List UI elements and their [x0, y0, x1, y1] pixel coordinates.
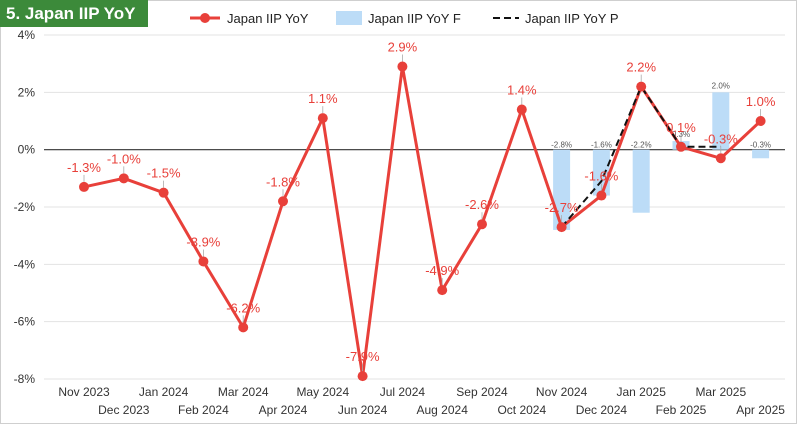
forecast-data-label: 2.0% [712, 81, 730, 90]
x-tick-label: Dec 2023 [98, 403, 150, 417]
data-label: -6.2% [226, 300, 260, 315]
data-label: 2.9% [388, 40, 418, 55]
data-point [437, 285, 448, 296]
data-point [516, 104, 527, 115]
forecast-bar [632, 149, 650, 213]
y-tick-label: 2% [18, 85, 36, 99]
y-tick-label: -6% [14, 315, 36, 329]
data-point [715, 153, 726, 164]
y-tick-label: -2% [14, 200, 36, 214]
data-label: -0.3% [704, 131, 738, 146]
data-label: -1.8% [266, 174, 300, 189]
legend-marker-actual [200, 13, 210, 23]
data-point [158, 187, 169, 198]
data-point [636, 81, 647, 92]
forecast-data-label: 0.3% [672, 130, 690, 139]
legend-swatch-forecast [336, 11, 362, 25]
x-tick-label: Mar 2024 [218, 385, 269, 399]
forecast-bar [752, 149, 770, 159]
data-point [278, 196, 288, 207]
data-label: 1.4% [507, 83, 537, 98]
x-tick-label: Feb 2025 [656, 403, 707, 417]
data-point [755, 116, 766, 126]
x-tick-label: Mar 2025 [695, 385, 746, 399]
y-tick-label: -8% [14, 372, 36, 386]
data-label: -1.6% [584, 169, 618, 184]
data-point [118, 173, 129, 184]
data-point [198, 256, 209, 267]
x-tick-label: Nov 2024 [536, 385, 588, 399]
data-point [676, 141, 686, 152]
x-tick-label: Jul 2024 [380, 385, 426, 399]
x-tick-label: May 2024 [296, 385, 349, 399]
data-label: -4.9% [425, 263, 459, 278]
data-label: 0.1% [666, 120, 696, 135]
data-point [238, 322, 249, 333]
data-label: -3.9% [186, 234, 220, 249]
data-label: -1.3% [67, 160, 101, 175]
chart-title: 5. Japan IIP YoY [0, 0, 148, 27]
legend-label: Japan IIP YoY P [525, 11, 619, 26]
forecast-data-label: -0.3% [750, 141, 771, 150]
series-line-actual [83, 65, 762, 378]
forecast-bar [712, 92, 730, 150]
forecast-data-label: -1.6% [591, 141, 612, 150]
x-tick-label: Feb 2024 [178, 403, 229, 417]
data-point [477, 219, 487, 230]
data-label: 1.0% [746, 94, 776, 109]
data-point [397, 61, 408, 72]
x-tick-label: Aug 2024 [417, 403, 469, 417]
data-point [79, 181, 89, 192]
x-tick-label: Nov 2023 [58, 385, 110, 399]
y-tick-label: 0% [18, 143, 36, 157]
data-point [556, 222, 567, 233]
data-point [357, 371, 368, 382]
data-label: -2.7% [545, 200, 579, 215]
x-tick-label: Jun 2024 [338, 403, 388, 417]
data-label: 2.2% [626, 60, 656, 75]
data-label: -1.0% [107, 151, 141, 166]
forecast-data-label: -2.2% [631, 141, 652, 150]
data-point [596, 190, 607, 201]
y-tick-label: -4% [14, 257, 36, 271]
forecast-data-label: -2.8% [551, 141, 572, 150]
x-tick-label: Apr 2024 [259, 403, 308, 417]
x-tick-label: Oct 2024 [497, 403, 546, 417]
x-tick-label: Dec 2024 [576, 403, 628, 417]
legend-label: Japan IIP YoY F [368, 11, 461, 26]
x-tick-label: Jan 2025 [617, 385, 667, 399]
data-label: -2.6% [465, 197, 499, 212]
x-tick-label: Jan 2024 [139, 385, 189, 399]
y-tick-label: 4% [18, 28, 36, 42]
x-tick-label: Apr 2025 [736, 403, 785, 417]
x-tick-label: Sep 2024 [456, 385, 508, 399]
data-label: -1.5% [147, 166, 181, 181]
data-label: -7.9% [346, 349, 380, 364]
series-line-preliminary [560, 84, 721, 228]
data-label: 1.1% [308, 91, 338, 106]
legend-label: Japan IIP YoY [227, 11, 309, 26]
data-point [317, 113, 328, 124]
